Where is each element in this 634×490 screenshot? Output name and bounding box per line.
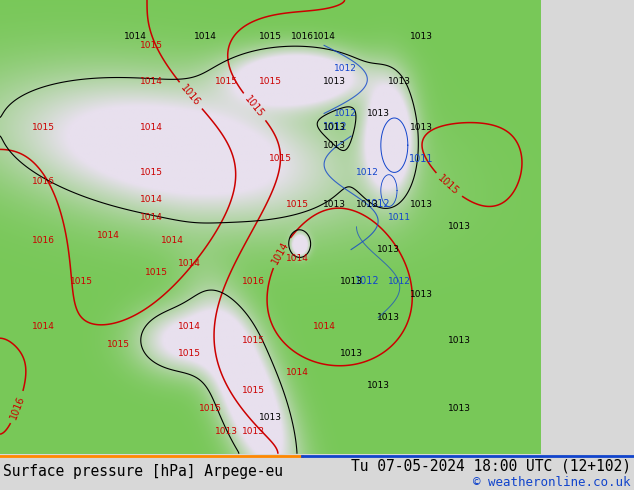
Text: 1015: 1015: [436, 173, 461, 197]
Text: 1013: 1013: [323, 122, 346, 131]
Text: 1014: 1014: [286, 254, 309, 263]
Text: 1013: 1013: [388, 77, 411, 86]
Text: Tu 07-05-2024 18:00 UTC (12+102): Tu 07-05-2024 18:00 UTC (12+102): [351, 459, 631, 474]
Text: 1016: 1016: [179, 83, 202, 108]
Text: 1014: 1014: [271, 239, 291, 266]
Text: 1013: 1013: [448, 404, 470, 413]
Text: 1013: 1013: [366, 381, 390, 390]
Text: 1014: 1014: [140, 77, 163, 86]
Text: 1016: 1016: [32, 177, 55, 186]
Text: 1013: 1013: [340, 277, 363, 286]
Text: 1016: 1016: [242, 277, 266, 286]
Text: 1015: 1015: [70, 277, 93, 286]
Text: 1012: 1012: [323, 122, 347, 132]
Text: 1015: 1015: [216, 77, 238, 86]
Text: 1014: 1014: [124, 32, 146, 41]
Text: 1013: 1013: [410, 122, 433, 131]
Text: 1015: 1015: [242, 386, 266, 395]
Text: 1013: 1013: [366, 109, 390, 118]
Text: 1015: 1015: [139, 41, 163, 50]
Text: 1014: 1014: [140, 213, 163, 222]
Text: 1014: 1014: [178, 259, 200, 268]
Text: 1013: 1013: [356, 200, 378, 209]
Text: 1013: 1013: [448, 336, 470, 345]
Text: 1011: 1011: [409, 154, 434, 164]
Text: 1015: 1015: [199, 404, 222, 413]
Text: © weatheronline.co.uk: © weatheronline.co.uk: [474, 475, 631, 489]
Text: 1015: 1015: [32, 122, 55, 131]
Text: 1015: 1015: [269, 154, 292, 163]
Text: 1013: 1013: [377, 245, 401, 254]
Text: 1014: 1014: [178, 322, 200, 331]
Text: 1013: 1013: [410, 291, 433, 299]
Text: 1015: 1015: [145, 268, 168, 277]
Text: 1013: 1013: [340, 349, 363, 358]
Text: 1013: 1013: [216, 427, 238, 436]
Text: 1015: 1015: [107, 341, 131, 349]
Text: 1015: 1015: [259, 32, 281, 41]
Text: 1012: 1012: [334, 109, 357, 118]
Text: 1016: 1016: [32, 236, 55, 245]
Text: 1014: 1014: [96, 231, 119, 241]
Text: 1012: 1012: [356, 168, 378, 177]
Text: 1015: 1015: [285, 200, 309, 209]
Text: 1016: 1016: [291, 32, 314, 41]
Text: 1015: 1015: [259, 77, 281, 86]
Text: 1013: 1013: [410, 200, 433, 209]
Text: 1015: 1015: [178, 349, 200, 358]
Text: 1014: 1014: [140, 195, 163, 204]
Text: 1011: 1011: [388, 213, 411, 222]
Text: 1016: 1016: [9, 394, 27, 420]
Text: 1013: 1013: [448, 222, 470, 231]
Text: 1012: 1012: [355, 276, 380, 286]
Text: Surface pressure [hPa] Arpege-eu: Surface pressure [hPa] Arpege-eu: [3, 465, 283, 479]
Text: 1014: 1014: [140, 122, 163, 131]
Text: 1015: 1015: [242, 336, 266, 345]
Text: 1013: 1013: [323, 77, 346, 86]
Text: 1014: 1014: [313, 32, 335, 41]
Text: 1012: 1012: [388, 277, 411, 286]
Text: 1013: 1013: [323, 200, 346, 209]
Text: 1012: 1012: [366, 199, 391, 209]
Text: 1013: 1013: [410, 32, 433, 41]
Text: 1014: 1014: [162, 236, 184, 245]
Text: 1014: 1014: [32, 322, 55, 331]
Text: 1013: 1013: [259, 413, 281, 422]
Text: 1014: 1014: [286, 368, 309, 377]
Text: 1015: 1015: [139, 168, 163, 177]
Text: 1014: 1014: [194, 32, 217, 41]
Text: 1012: 1012: [334, 64, 357, 73]
Text: 1013: 1013: [377, 313, 401, 322]
Text: 1014: 1014: [313, 322, 335, 331]
Text: 1013: 1013: [242, 427, 266, 436]
Text: 1013: 1013: [323, 141, 346, 150]
Text: 1015: 1015: [243, 94, 266, 120]
